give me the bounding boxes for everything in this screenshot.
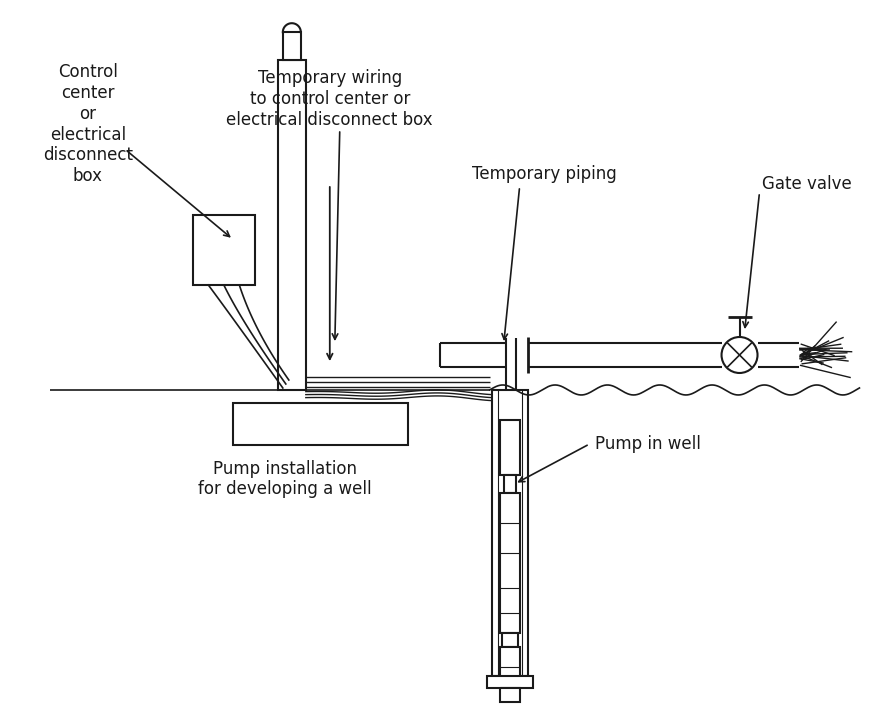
Bar bbox=[233, 403, 408, 445]
Bar bbox=[492, 390, 528, 676]
Bar bbox=[500, 420, 520, 475]
Bar bbox=[192, 215, 255, 285]
Bar bbox=[504, 475, 515, 493]
Bar bbox=[500, 493, 520, 633]
Text: Pump installation
for developing a well: Pump installation for developing a well bbox=[198, 460, 372, 498]
Text: Temporary wiring
to control center or
electrical disconnect box: Temporary wiring to control center or el… bbox=[227, 70, 433, 129]
Text: Temporary piping: Temporary piping bbox=[473, 165, 617, 183]
Text: Pump in well: Pump in well bbox=[595, 435, 701, 453]
Bar bbox=[487, 676, 533, 688]
Bar bbox=[283, 32, 301, 60]
Text: Control
center
or
electrical
disconnect
box: Control center or electrical disconnect … bbox=[43, 63, 133, 185]
Bar bbox=[501, 633, 518, 647]
Bar bbox=[500, 647, 520, 702]
Bar bbox=[278, 60, 305, 390]
Text: Gate valve: Gate valve bbox=[761, 175, 851, 193]
